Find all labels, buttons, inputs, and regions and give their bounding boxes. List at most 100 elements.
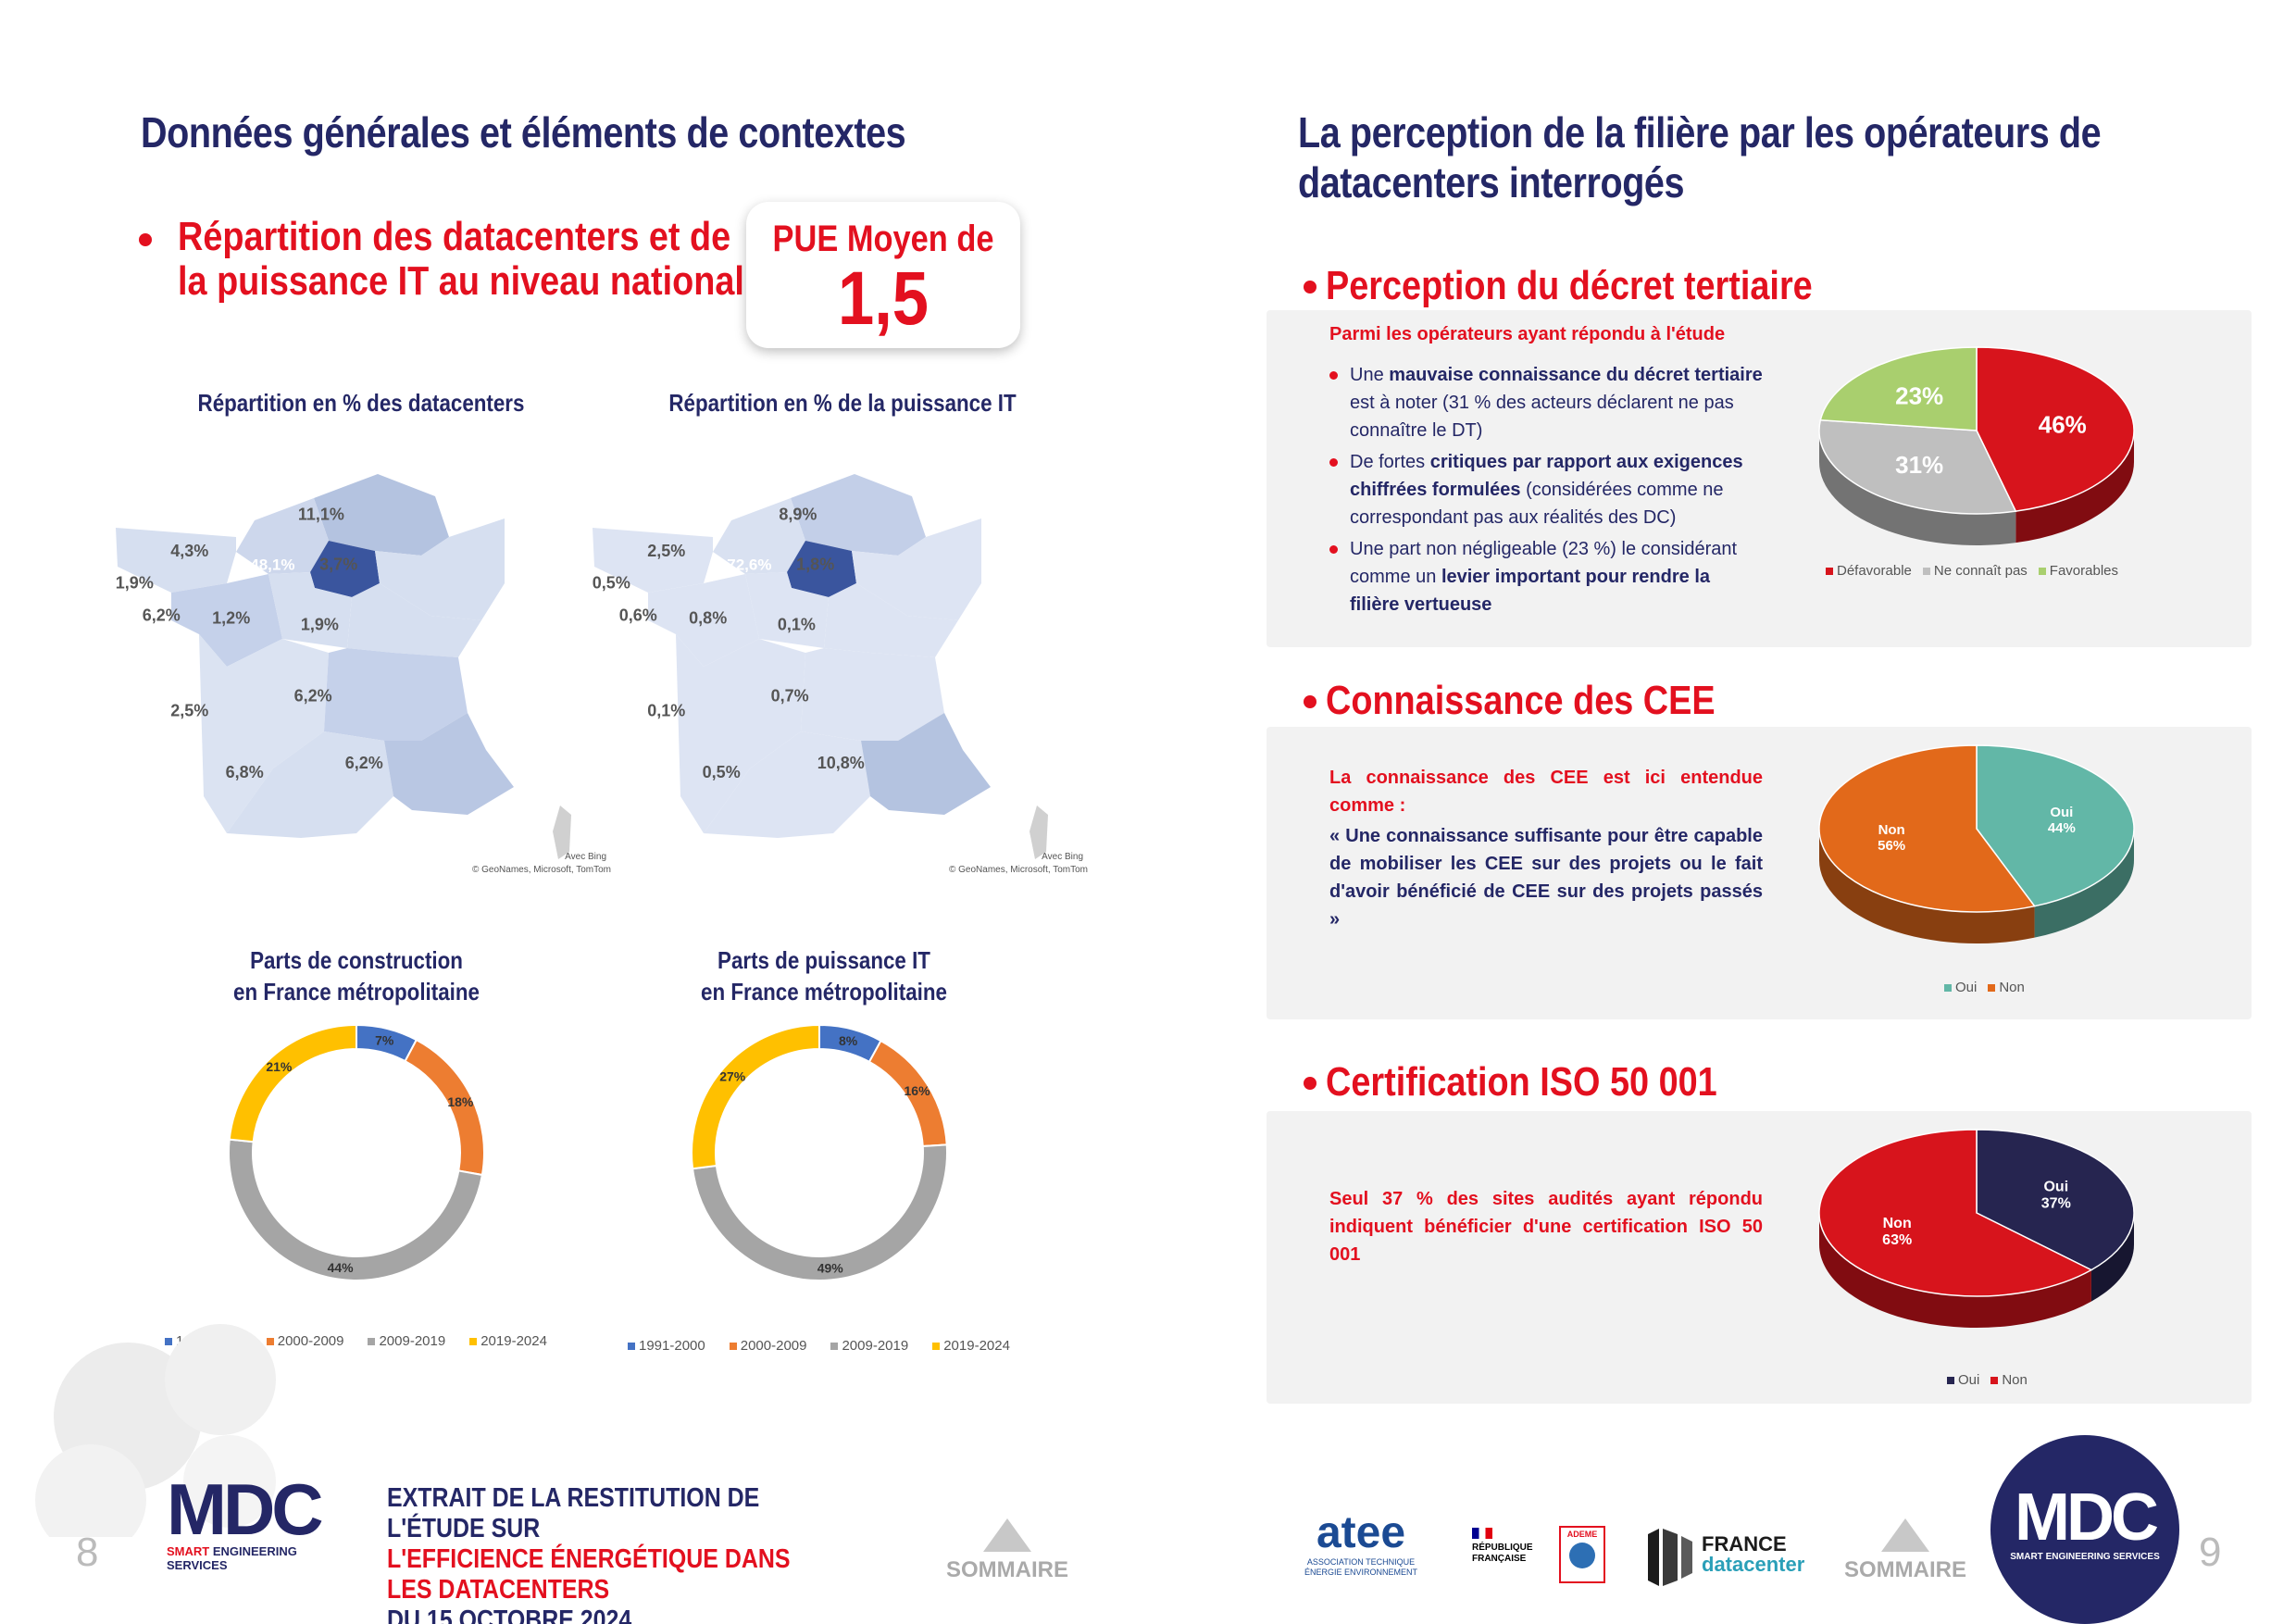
legend-item: 2009-2019 xyxy=(368,1333,445,1349)
map-value-label: 6,8% xyxy=(226,763,264,781)
map-region xyxy=(713,498,805,574)
map-region xyxy=(745,572,829,648)
pie-chart-decret-tertiaire: 46% 31% 23% xyxy=(1818,346,2135,545)
donut-slice-label: 44% xyxy=(328,1260,355,1275)
legend-item: 2019-2024 xyxy=(469,1333,547,1349)
section3-heading: Certification ISO 50 001 xyxy=(1304,1060,2137,1105)
pie-slice-label: 37% xyxy=(2041,1196,2071,1212)
pie2-legend: Oui Non xyxy=(1944,980,2025,995)
section1-bullet-3: Une part non négligeable (23 %) le consi… xyxy=(1329,535,1763,618)
map-value-label: 0,1% xyxy=(778,616,816,634)
mdc-logo-sub: SMART ENGINEERING SERVICES xyxy=(167,1544,297,1572)
atee-logo-sub: ASSOCIATION TECHNIQUE ÉNERGIE ENVIRONNEME… xyxy=(1304,1557,1417,1577)
section1-bullets: Une mauvaise connaissance du décret tert… xyxy=(1329,361,1763,618)
pie-slice-label: 23% xyxy=(1895,382,1943,410)
right-title-line1: La perception de la filière par les opér… xyxy=(1298,108,2102,156)
bullet-dot xyxy=(1304,695,1316,708)
map-value-label: 8,9% xyxy=(779,506,817,524)
map-value-label: 72,6% xyxy=(727,556,771,573)
donut-slice-label: 16% xyxy=(905,1083,931,1098)
left-bullet: Répartition des datacenters et de la pui… xyxy=(139,215,744,304)
pie-slice-label: 63% xyxy=(1882,1232,1912,1248)
donut-slice xyxy=(228,1023,357,1143)
pie-slice-label: 46% xyxy=(2039,410,2087,438)
up-triangle-icon xyxy=(983,1518,1031,1552)
map-value-label: 1,9% xyxy=(301,616,339,634)
map-region-idf xyxy=(310,541,380,597)
pie-slice-label: Oui xyxy=(2043,1180,2068,1195)
map-value-label: 1,2% xyxy=(212,608,250,627)
map-value-label: 6,2% xyxy=(345,754,383,772)
map-region-corsica xyxy=(553,806,571,859)
donut-slice-label: 49% xyxy=(817,1260,844,1275)
donut2-title-line2: en France métropolitaine xyxy=(701,978,947,1006)
map-region xyxy=(227,731,393,838)
map2-credit-1: Avec Bing xyxy=(1042,852,1083,862)
pue-box: PUE Moyen de 1,5 xyxy=(746,202,1020,348)
sommaire-link-right[interactable]: SOMMAIRE xyxy=(1841,1518,1970,1583)
map-puissance: 8,9% 2,5% 72,6% 1,8% 0,5% 0,6% 0,8% 0,1% 0,1% 0,7… xyxy=(593,474,1088,875)
pue-value: 1,5 xyxy=(837,256,930,341)
left-page-title: Données générales et éléments de context… xyxy=(141,108,906,156)
map-value-label: 0,6% xyxy=(619,606,657,624)
pie-slice-side xyxy=(1819,431,2016,545)
map-region xyxy=(676,634,805,833)
map-value-label: 48,1% xyxy=(250,556,294,573)
map-value-label: 10,8% xyxy=(817,754,865,772)
legend-item: Ne connaît pas xyxy=(1922,563,2028,579)
legend-item: Favorables xyxy=(2038,563,2118,579)
pie-slice-side xyxy=(2090,1213,2134,1302)
section1-intro: Parmi les opérateurs ayant répondu à l'é… xyxy=(1329,324,1726,344)
map-datacenters: 11,1% 4,3% 48,1% 3,7% 1,9% 6,2% 1,2% 1,9% 2,5% 6,… xyxy=(116,474,611,875)
map-value-label: 0,5% xyxy=(703,763,741,781)
map-region xyxy=(324,648,468,741)
map-region xyxy=(116,528,236,593)
page-number-left: 8 xyxy=(76,1530,99,1575)
map-region xyxy=(384,713,514,815)
pie-slice-side xyxy=(1819,1213,2091,1328)
map-value-label: 2,5% xyxy=(170,701,208,719)
pie-slice xyxy=(1976,346,2135,512)
sommaire-link-left[interactable]: SOMMAIRE xyxy=(942,1518,1072,1583)
map-value-label: 11,1% xyxy=(298,506,344,524)
donut2-legend: 1991-2000 2000-2009 2009-2019 2019-2024 xyxy=(628,1338,1010,1354)
legend-item: Non xyxy=(1988,980,2025,995)
bullet-dot xyxy=(1304,1077,1316,1090)
map-value-label: 6,2% xyxy=(143,606,181,624)
map-region xyxy=(236,498,329,574)
donut-slice-label: 27% xyxy=(719,1068,746,1083)
map-region xyxy=(648,574,759,667)
map-region xyxy=(593,528,713,593)
pue-label: PUE Moyen de xyxy=(772,219,994,259)
map-region xyxy=(347,583,481,657)
map1-credit-2: © GeoNames, Microsoft, TomTom xyxy=(472,865,611,875)
section1-bullet-2: De fortes critiques par rapport aux exig… xyxy=(1329,448,1763,531)
bullet-dot xyxy=(139,233,152,246)
section2-intro: La connaissance des CEE est ici entendue… xyxy=(1329,768,1763,816)
map-value-label: 4,3% xyxy=(170,542,208,560)
donut1-title-line2: en France métropolitaine xyxy=(233,978,480,1006)
mdc-logo-text: MDC xyxy=(167,1468,324,1550)
legend-item: Oui xyxy=(1947,1372,1979,1388)
section2-heading: Connaissance des CEE xyxy=(1304,679,2137,723)
legend-item: Non xyxy=(1990,1372,2028,1388)
page-number-right: 9 xyxy=(2199,1530,2222,1575)
section1-bullet-1: Une mauvaise connaissance du décret tert… xyxy=(1329,361,1763,444)
legend-item: Oui xyxy=(1944,980,1977,995)
map-region xyxy=(268,572,352,648)
sommaire-label: SOMMAIRE xyxy=(1844,1557,1966,1582)
map-region xyxy=(199,634,329,833)
map-region-idf xyxy=(787,541,856,597)
pie-slice-side xyxy=(2034,829,2134,938)
sommaire-label: SOMMAIRE xyxy=(946,1557,1068,1582)
donut2-title-line1: Parts de puissance IT xyxy=(718,946,930,974)
map-region xyxy=(801,648,944,741)
pie-slice xyxy=(1818,418,2017,515)
donut-slice-label: 7% xyxy=(375,1033,394,1048)
map-region xyxy=(824,583,958,657)
map-value-label: 1,9% xyxy=(116,574,154,593)
pie-slice-label: Non xyxy=(1883,1216,1912,1231)
pie-slice-side xyxy=(2015,431,2134,543)
mdc-logo-sub: SMART ENGINEERING SERVICES xyxy=(2010,1552,2160,1562)
footer-study: EXTRAIT DE LA RESTITUTION DE L'ÉTUDE SUR… xyxy=(387,1483,833,1624)
